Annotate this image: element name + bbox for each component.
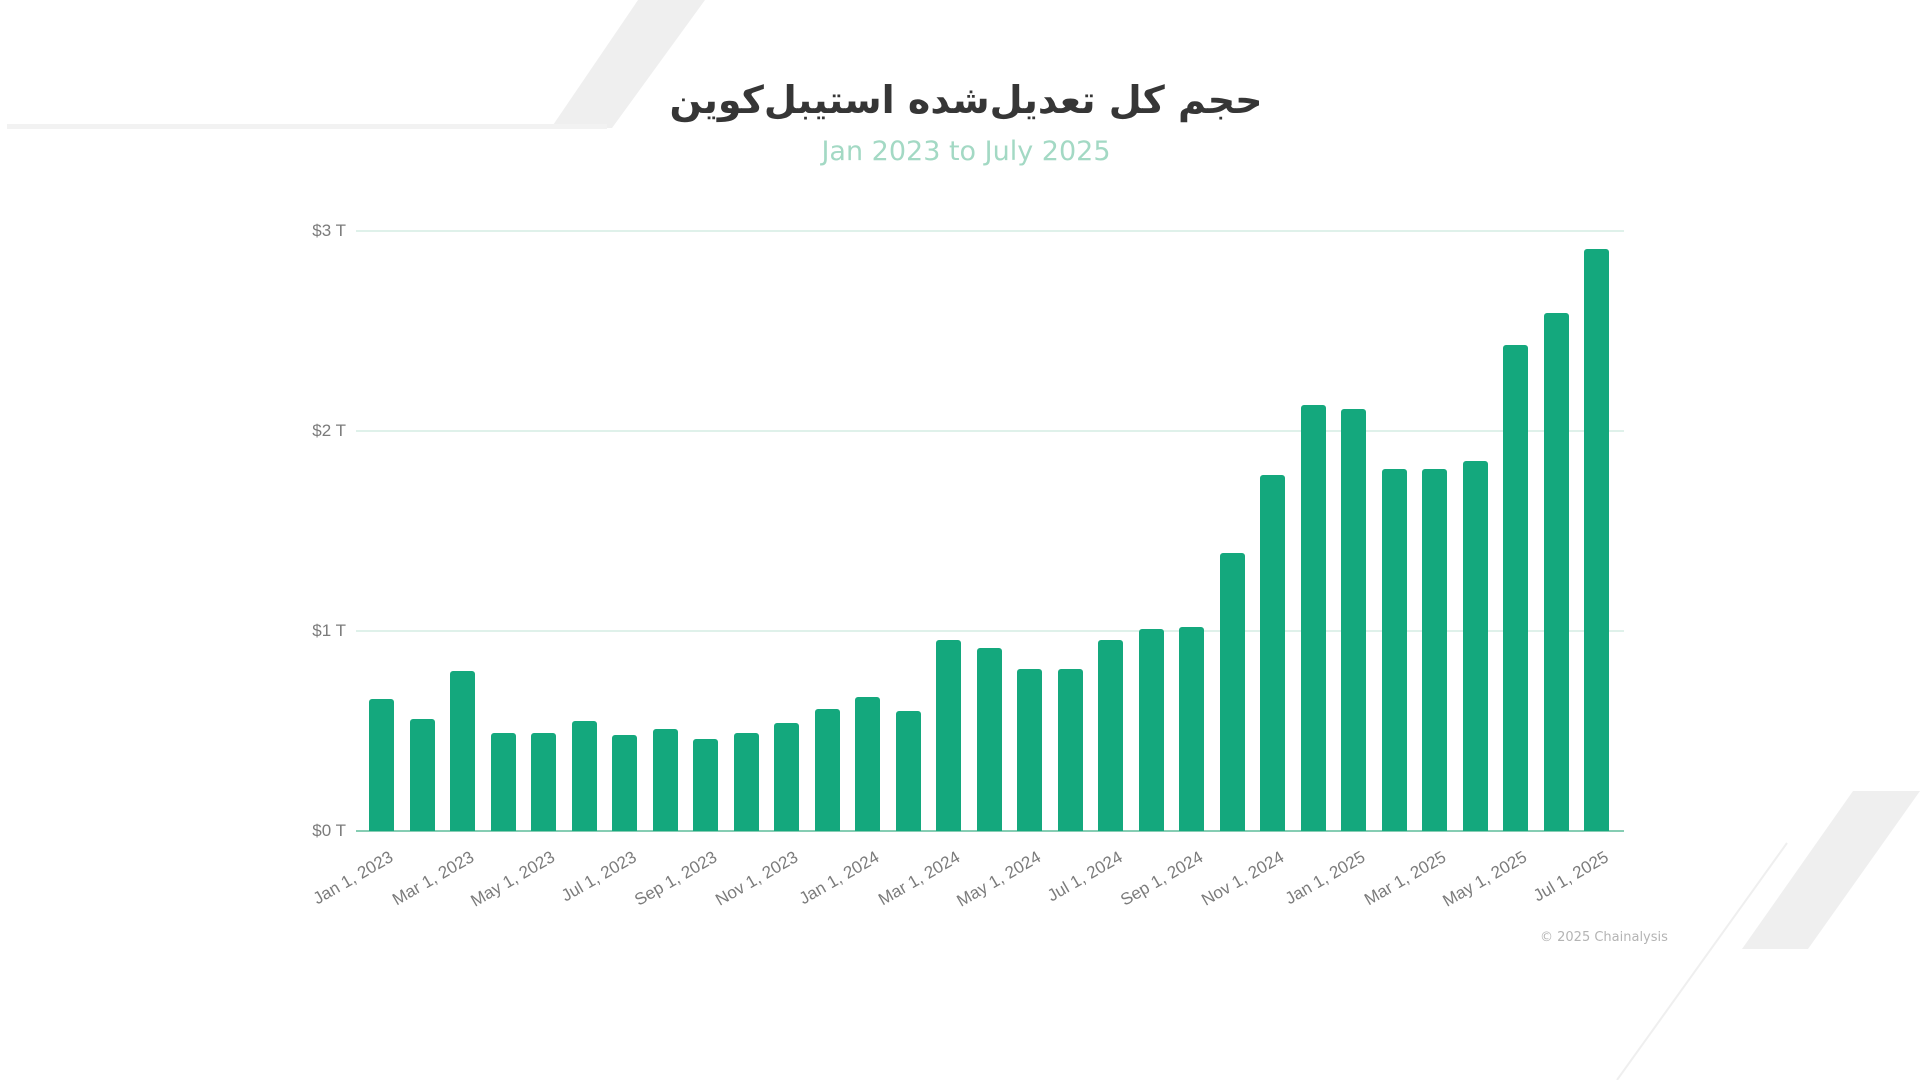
bar [1219, 553, 1245, 831]
y-axis-tick-label: $0 T [312, 821, 346, 840]
x-axis-tick-label: Sep 1, 2024 [1116, 847, 1206, 910]
x-axis-tick-label: Sep 1, 2023 [630, 847, 720, 910]
bar [1098, 640, 1123, 831]
bar [1179, 627, 1204, 831]
x-axis-tick-label: Mar 1, 2024 [874, 847, 963, 910]
x-axis-tick-label: May 1, 2024 [953, 847, 1044, 911]
bar [976, 648, 1002, 831]
bar [369, 699, 394, 831]
bar [855, 697, 880, 831]
bar [1057, 669, 1083, 831]
y-axis-tick-label: $1 T [312, 621, 346, 640]
x-axis-tick-label: Nov 1, 2023 [711, 847, 801, 910]
gridline [356, 430, 1624, 432]
x-axis-tick-label: Jul 1, 2023 [557, 847, 640, 906]
bar [895, 711, 921, 831]
bar [1584, 249, 1609, 831]
bottom-right-stripe [1742, 791, 1920, 949]
gridline [356, 630, 1624, 632]
gridline [356, 230, 1624, 232]
x-axis-tick-label: May 1, 2025 [1439, 847, 1530, 911]
x-axis-tick-label: Jan 1, 2024 [795, 847, 882, 909]
x-axis-baseline [356, 830, 1624, 832]
copyright-text: © 2025 Chainalysis [1540, 930, 1668, 945]
bar [774, 723, 799, 831]
x-axis-tick-label: Mar 1, 2025 [1360, 847, 1449, 910]
bar [571, 721, 597, 831]
top-left-stripe [551, 0, 705, 128]
bar [490, 733, 516, 831]
top-left-bar [7, 124, 607, 129]
bar [1381, 469, 1407, 831]
bar [1543, 313, 1569, 831]
x-axis-tick-label: May 1, 2023 [467, 847, 558, 911]
chart-subtitle: Jan 2023 to July 2025 [821, 136, 1111, 167]
bar [814, 709, 840, 831]
bar [409, 719, 435, 831]
bar [936, 640, 961, 831]
y-axis-tick-label: $2 T [312, 421, 346, 440]
x-axis-tick-label: Mar 1, 2023 [388, 847, 477, 910]
bar [693, 739, 718, 831]
x-axis-tick-label: Jul 1, 2024 [1043, 847, 1126, 906]
bar [1138, 629, 1164, 831]
x-axis-tick-label: Nov 1, 2024 [1197, 847, 1287, 910]
bottom-right-line [1616, 842, 1788, 1080]
bar [450, 671, 475, 831]
bar [1422, 469, 1447, 831]
x-axis-tick-label: Jan 1, 2023 [309, 847, 396, 909]
bar [1300, 405, 1326, 831]
bar [733, 733, 759, 831]
bar [1017, 669, 1042, 831]
x-axis-tick-label: Jan 1, 2025 [1281, 847, 1368, 909]
chart-title: حجم کل تعدیل‌شده استیبل‌کوین [669, 78, 1263, 122]
bar [1341, 409, 1366, 831]
bar [652, 729, 678, 831]
bar [1260, 475, 1285, 831]
x-axis-tick-label: Jul 1, 2025 [1529, 847, 1612, 906]
bar [1503, 345, 1528, 831]
bar [531, 733, 556, 831]
bar [612, 735, 637, 831]
y-axis-tick-label: $3 T [312, 221, 346, 240]
bar [1462, 461, 1488, 831]
